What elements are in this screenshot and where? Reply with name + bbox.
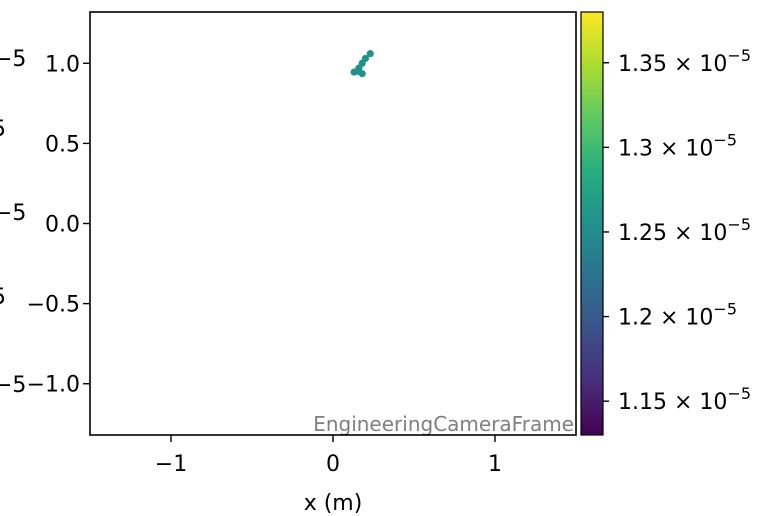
svg-text:−5: −5: [0, 47, 26, 72]
y-tick-label: 1.0: [45, 52, 80, 77]
colorbar-tick-label: 1.25 × 10−5: [618, 215, 751, 246]
y-tick-label: 0.0: [45, 213, 80, 238]
colorbar-tick-label: 1.2 × 10−5: [618, 300, 737, 331]
scatter-point: [353, 67, 361, 75]
colorbar-tick-label: 1.35 × 10−5: [618, 46, 751, 77]
plot-area: EngineeringCameraFrame: [89, 11, 577, 436]
y-tick-label: −1.0: [27, 373, 80, 398]
scatter-point: [361, 54, 369, 63]
x-tick-label: −1: [155, 452, 187, 477]
colorbar-gradient: [580, 11, 604, 436]
svg-text:−5: −5: [0, 373, 26, 398]
svg-text:−5: −5: [0, 201, 26, 226]
y-tick-label: −0.5: [27, 293, 80, 318]
x-tick-label: 1: [488, 452, 502, 477]
colorbar-tick-label: 1.3 × 10−5: [618, 130, 737, 161]
y-tick-label: 0.5: [45, 132, 80, 157]
x-axis: −1 0 1: [155, 435, 502, 477]
colorbar-tick-label: 1.15 × 10−5: [618, 384, 751, 415]
y-axis: 1.0 0.5 0.0 −0.5 −1.0: [27, 52, 90, 398]
svg-text:5: 5: [0, 117, 6, 142]
x-axis-title: x (m): [304, 491, 363, 516]
frame-annotation: EngineeringCameraFrame: [313, 412, 574, 436]
colorbar: 1.15 × 10−5 1.2 × 10−5 1.25 × 10−5 1.3 × 10…: [580, 11, 751, 436]
x-tick-label: 0: [326, 452, 340, 477]
svg-text:5: 5: [0, 285, 6, 310]
scatter-point: [366, 50, 374, 58]
cropped-left-fragments: −5 5 −5 5 −5: [0, 47, 26, 398]
scatter-points: [350, 50, 374, 78]
plot-background: [90, 12, 576, 435]
